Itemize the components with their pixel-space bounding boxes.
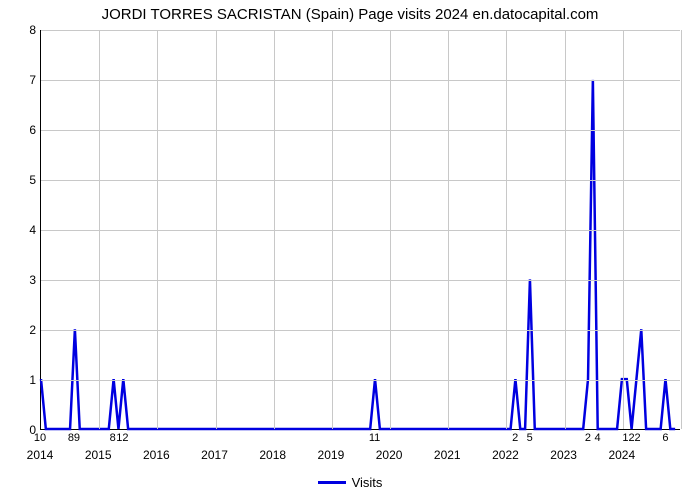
gridline-h — [41, 330, 680, 331]
y-tick-label: 8 — [6, 23, 36, 37]
x-tick-label: 2021 — [434, 448, 461, 462]
plot-area — [40, 30, 680, 430]
x-tick-label: 2020 — [376, 448, 403, 462]
point-label: 11 — [369, 432, 380, 444]
x-tick-label: 2014 — [27, 448, 54, 462]
gridline-h — [41, 230, 680, 231]
legend-label: Visits — [352, 475, 383, 490]
x-tick-label: 2024 — [608, 448, 635, 462]
point-label: 4 — [595, 432, 601, 444]
y-tick-label: 6 — [6, 123, 36, 137]
gridline-h — [41, 80, 680, 81]
point-label: 5 — [527, 432, 533, 444]
gridline-v — [565, 30, 566, 429]
y-tick-label: 3 — [6, 273, 36, 287]
x-tick-label: 2016 — [143, 448, 170, 462]
x-tick-label: 2018 — [259, 448, 286, 462]
gridline-v — [216, 30, 217, 429]
x-tick-label: 2015 — [85, 448, 112, 462]
gridline-v — [506, 30, 507, 429]
gridline-v — [390, 30, 391, 429]
point-label: 6 — [662, 432, 668, 444]
gridline-v — [274, 30, 275, 429]
x-tick-label: 2023 — [550, 448, 577, 462]
y-tick-label: 1 — [6, 373, 36, 387]
legend: Visits — [0, 474, 700, 490]
legend-swatch — [318, 481, 346, 484]
point-label: 10 — [34, 432, 46, 444]
point-label: 12 — [116, 432, 128, 444]
point-label: 2 — [512, 432, 518, 444]
point-label: 8 — [110, 432, 116, 444]
y-tick-label: 2 — [6, 323, 36, 337]
chart-container: JORDI TORRES SACRISTAN (Spain) Page visi… — [0, 0, 700, 500]
visits-line — [41, 80, 675, 429]
gridline-v — [332, 30, 333, 429]
y-tick-label: 7 — [6, 73, 36, 87]
gridline-v — [623, 30, 624, 429]
chart-title: JORDI TORRES SACRISTAN (Spain) Page visi… — [0, 6, 700, 23]
y-tick-label: 4 — [6, 223, 36, 237]
x-tick-label: 2017 — [201, 448, 228, 462]
gridline-v — [448, 30, 449, 429]
gridline-h — [41, 130, 680, 131]
gridline-h — [41, 180, 680, 181]
y-tick-label: 5 — [6, 173, 36, 187]
y-tick-label: 0 — [6, 423, 36, 437]
gridline-h — [41, 30, 680, 31]
gridline-v — [157, 30, 158, 429]
gridline-h — [41, 280, 680, 281]
x-tick-label: 2019 — [318, 448, 345, 462]
point-label: 89 — [68, 432, 80, 444]
x-tick-label: 2022 — [492, 448, 519, 462]
gridline-v — [681, 30, 682, 429]
point-label: 122 — [622, 432, 640, 444]
point-label: 2 — [585, 432, 591, 444]
gridline-v — [99, 30, 100, 429]
gridline-h — [41, 380, 680, 381]
